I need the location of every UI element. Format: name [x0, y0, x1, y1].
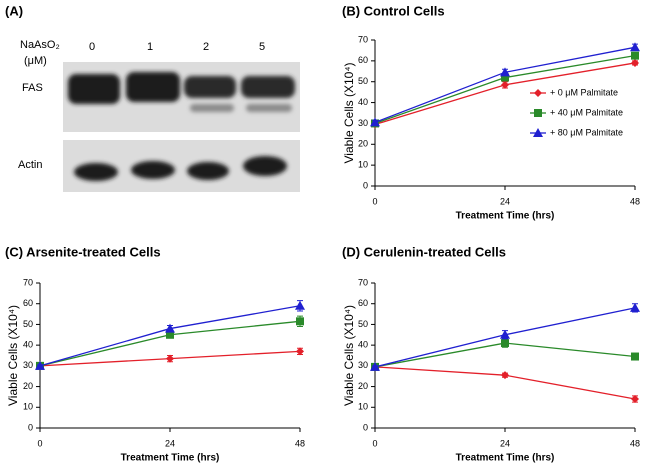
y-tick-label: 30 [358, 360, 368, 370]
y-tick-label: 10 [358, 160, 368, 170]
marker [296, 317, 304, 326]
marker [534, 109, 542, 117]
y-tick-label: 70 [23, 277, 33, 287]
marker [295, 300, 305, 310]
y-tick-label: 30 [358, 118, 368, 128]
reagent-label: NaAsO₂ [20, 39, 60, 51]
y-tick-label: 20 [358, 381, 368, 391]
row-label: Actin [18, 159, 42, 171]
marker [370, 361, 380, 371]
marker [501, 80, 509, 89]
x-tick-label: 48 [630, 196, 640, 206]
x-tick-label: 48 [295, 438, 305, 448]
marker [35, 360, 45, 370]
y-tick-label: 40 [358, 97, 368, 107]
y-tick-label: 10 [23, 402, 33, 412]
chart-title: (B) Control Cells [342, 3, 445, 18]
marker [165, 323, 175, 333]
y-tick-label: 50 [358, 319, 368, 329]
lane-label: 0 [89, 41, 95, 53]
marker [296, 347, 304, 356]
x-tick-label: 24 [500, 438, 510, 448]
y-tick-label: 10 [358, 402, 368, 412]
y-tick-label: 0 [363, 180, 368, 190]
y-tick-label: 20 [358, 139, 368, 149]
marker [370, 117, 380, 127]
y-axis-label: Viable Cells (X10⁴) [342, 63, 356, 164]
marker [166, 330, 174, 339]
x-tick-label: 24 [165, 438, 175, 448]
x-tick-label: 0 [37, 438, 42, 448]
marker [500, 67, 510, 77]
lane-label: 1 [147, 41, 153, 53]
marker [631, 58, 639, 67]
y-tick-label: 50 [358, 76, 368, 86]
legend-label: + 0 μM Palmitate [550, 87, 618, 97]
marker [631, 395, 639, 403]
marker [630, 302, 640, 312]
panel-label: (A) [5, 3, 23, 18]
x-tick-label: 0 [372, 196, 377, 206]
y-tick-label: 70 [358, 277, 368, 287]
marker [501, 371, 509, 380]
y-tick-label: 40 [358, 340, 368, 350]
marker [534, 89, 542, 97]
y-tick-label: 40 [23, 340, 33, 350]
unit-label: (μM) [24, 55, 47, 67]
x-axis-label: Treatment Time (hrs) [456, 211, 555, 222]
y-tick-label: 50 [23, 319, 33, 329]
legend-label: + 40 μM Palmitate [550, 107, 623, 117]
marker [166, 354, 174, 363]
y-tick-label: 0 [363, 422, 368, 432]
y-tick-label: 30 [23, 360, 33, 370]
marker [630, 42, 640, 52]
y-axis-label: Viable Cells (X10⁴) [342, 305, 356, 406]
chart-title: (C) Arsenite-treated Cells [5, 244, 161, 259]
marker [631, 51, 639, 60]
y-tick-label: 20 [23, 381, 33, 391]
y-axis-label: Viable Cells (X10⁴) [6, 305, 20, 406]
x-axis-label: Treatment Time (hrs) [121, 453, 220, 464]
y-tick-label: 60 [358, 55, 368, 65]
actin-blot [63, 140, 300, 192]
x-tick-label: 24 [500, 196, 510, 206]
marker [631, 352, 639, 361]
y-tick-label: 60 [358, 298, 368, 308]
x-tick-label: 0 [372, 438, 377, 448]
marker [501, 73, 509, 82]
legend-label: + 80 μM Palmitate [550, 127, 623, 137]
row-label: FAS [22, 82, 43, 94]
y-tick-label: 60 [23, 298, 33, 308]
marker [500, 329, 510, 339]
chart-title: (D) Cerulenin-treated Cells [342, 244, 506, 259]
marker [533, 128, 543, 137]
marker [501, 339, 509, 348]
lane-label: 2 [203, 41, 209, 53]
fas-blot [63, 62, 300, 132]
lane-label: 5 [259, 41, 265, 53]
x-tick-label: 48 [630, 438, 640, 448]
x-axis-label: Treatment Time (hrs) [456, 453, 555, 464]
y-tick-label: 0 [28, 422, 33, 432]
y-tick-label: 70 [358, 34, 368, 44]
